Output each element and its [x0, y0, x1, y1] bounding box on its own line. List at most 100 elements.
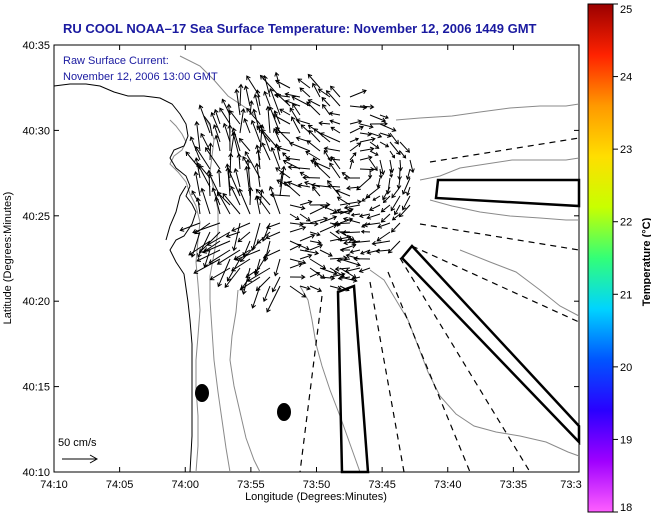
current-vector-arrow	[361, 195, 371, 202]
current-vector-arrow	[369, 114, 387, 123]
current-vector-arrow	[341, 230, 361, 236]
current-vector-arrow	[230, 185, 241, 206]
current-vector-arrow	[360, 249, 371, 255]
colorbar-tick-label: 19	[620, 434, 632, 446]
colorbar-tick-label: 23	[620, 144, 632, 156]
current-vector-arrow	[238, 188, 251, 215]
current-vector-arrow	[358, 267, 371, 273]
colorbar-tick-label: 24	[620, 72, 632, 84]
current-vector-arrow	[295, 118, 311, 125]
current-vector-arrow	[274, 143, 281, 161]
current-vector-arrow	[205, 147, 221, 170]
current-vector-arrow	[323, 146, 341, 152]
current-vector-arrow	[279, 108, 291, 116]
y-axis-label: Latitude (Degrees:Minutes)	[2, 192, 14, 325]
current-vector-arrow	[262, 249, 281, 259]
current-vector-arrow	[394, 204, 401, 216]
buoy-marker-east	[277, 403, 291, 421]
current-vector-arrow	[299, 249, 320, 256]
current-vector-arrow	[378, 168, 383, 179]
current-vector-arrow	[389, 168, 394, 178]
current-vector-arrow	[299, 171, 311, 179]
current-vector-arrow	[284, 92, 301, 98]
current-vector-arrow	[380, 204, 391, 213]
current-vector-arrow	[211, 187, 221, 206]
current-vector-arrow	[349, 152, 357, 161]
current-vector-arrow	[312, 186, 321, 197]
current-vector-arrow	[290, 116, 301, 134]
current-vector-arrow	[214, 134, 221, 152]
current-vector-arrow	[321, 96, 331, 107]
current-vector-arrow	[261, 142, 271, 161]
x-axis: 74:10 74:05 74:00 73:55 73:50 73:45 73:40 73:35…	[40, 45, 582, 491]
current-vector-arrow	[299, 199, 313, 206]
current-vector-arrow	[379, 159, 386, 176]
y-tick-label: 40:30	[22, 125, 50, 137]
current-vector-arrow	[329, 162, 341, 179]
current-vector-arrow	[216, 168, 222, 188]
current-vector-arrow	[300, 124, 311, 134]
current-vector-arrow	[390, 195, 401, 212]
current-vector-arrow	[369, 159, 378, 172]
current-vector-arrow	[368, 168, 373, 179]
current-vector-arrow	[365, 186, 381, 199]
current-vector-arrow	[288, 141, 311, 152]
current-vector-arrow	[266, 285, 281, 313]
y-tick-label: 40:10	[22, 467, 50, 479]
current-vector-arrow	[346, 185, 361, 191]
current-vector-arrow	[256, 195, 271, 215]
current-vector-arrow	[254, 162, 261, 188]
colorbar-tick-label: 20	[620, 362, 632, 374]
current-vector-arrow	[330, 126, 341, 134]
x-tick-label: 73:50	[303, 479, 331, 491]
current-vector-arrow	[284, 99, 301, 107]
current-vector-arrow	[322, 103, 331, 116]
current-vector-arrow	[330, 156, 341, 170]
current-vector-arrow	[289, 285, 307, 298]
current-vector-arrow	[193, 170, 201, 197]
current-vector-arrow	[239, 108, 246, 134]
current-vector-arrow	[376, 231, 391, 242]
current-vector-arrow	[399, 141, 411, 153]
current-vector-arrow	[391, 186, 401, 199]
lane-dash-6	[419, 223, 580, 251]
current-vector-arrow	[391, 213, 401, 221]
x-tick-label: 74:05	[106, 479, 134, 491]
current-vector-arrow	[209, 267, 231, 281]
coastline	[53, 83, 213, 473]
current-vector-arrow	[359, 104, 375, 110]
current-vector-arrow	[319, 215, 338, 224]
current-vector-arrow	[359, 166, 375, 173]
current-vector-arrow	[329, 285, 342, 291]
current-vector-arrow	[222, 192, 241, 215]
current-vector-arrow	[343, 175, 360, 181]
current-vector-arrow	[219, 107, 231, 125]
current-vector-arrow	[206, 231, 231, 246]
contour-40m	[369, 269, 580, 457]
current-vector-arrow	[292, 103, 301, 116]
current-vector-arrow	[262, 285, 271, 303]
current-vector-arrow	[329, 234, 352, 242]
current-vector-arrow	[227, 124, 233, 152]
current-vector-arrow	[213, 108, 221, 125]
current-vector-arrow	[359, 155, 373, 161]
current-vector-arrow	[335, 189, 351, 197]
current-vector-arrow	[371, 240, 391, 246]
lane-dash-4	[399, 257, 531, 473]
colorbar-ticks: 18 19 20 21 22 23 24 25	[613, 3, 632, 514]
separation-zone-east	[434, 178, 581, 208]
current-vector-arrow	[309, 243, 324, 251]
current-vector-arrow	[299, 253, 313, 260]
current-vector-arrow	[344, 267, 361, 274]
colorbar	[587, 3, 614, 513]
current-vector-arrow	[287, 164, 311, 170]
traffic-separation-zones	[336, 178, 581, 474]
shoreline	[53, 83, 197, 473]
current-vector-arrow	[406, 186, 411, 197]
current-vector-arrow	[309, 271, 321, 278]
contour-20m	[229, 289, 261, 473]
current-vector-arrow	[283, 181, 301, 197]
contour-60m-south	[459, 249, 580, 317]
current-vector-arrow	[297, 78, 311, 89]
current-vector-arrow	[308, 129, 321, 143]
